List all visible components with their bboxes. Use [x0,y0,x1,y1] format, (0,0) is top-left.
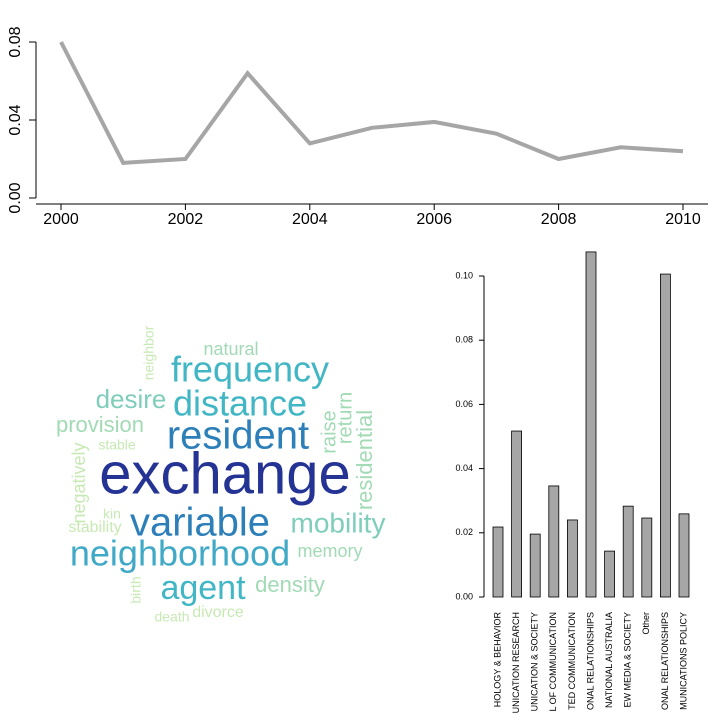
word: raise [318,410,340,453]
bar [492,526,504,598]
x-tick-label: 2002 [168,211,204,228]
bar [585,251,597,598]
word: exchange [99,441,351,506]
x-tick-label: ONAL RELATIONSHIPS [585,612,595,710]
word: death [154,609,189,625]
word: divorce [192,604,244,621]
word: agent [160,569,246,607]
word: birth [128,576,144,603]
word: neighbor [141,325,157,380]
word: natural [203,339,258,359]
word: neighborhood [70,533,290,574]
y-tick-label: 0.06 [455,399,473,409]
bar [529,533,541,598]
x-tick-label: 2010 [665,211,701,228]
word: provision [56,412,144,437]
x-tick-label: EW MEDIA & SOCIETY [623,612,633,708]
x-tick-label: UNICATION RESEARCH [511,612,521,713]
word: residential [352,410,377,510]
word: memory [297,541,362,561]
line [59,41,684,165]
word: kin [103,506,121,522]
y-tick-label: 0.04 [455,463,473,473]
x-tick-label: 2000 [43,211,79,228]
y-tick-label: 0.04 [7,104,24,135]
x-tick-label: 2004 [292,211,328,228]
x-tick-label: UNICATION & SOCIETY [530,612,540,711]
bar [511,430,523,598]
y-tick-label: 0.00 [455,591,473,601]
word: return [334,392,356,444]
x-tick-label: NATIONAL AUSTRALIA [604,612,614,708]
bar [567,519,578,598]
x-tick-label: 2006 [416,211,452,228]
y-tick-label: 0.00 [7,182,24,213]
bar [660,273,671,598]
x-tick-label: Other [641,612,651,635]
x-tick-label: HOLOGY & BEHAVIOR [492,612,502,708]
word: distance [173,383,307,424]
x-tick-label: L OF COMMUNICATION [548,612,558,712]
word: desire [96,384,167,414]
word: mobility [291,507,386,538]
word: frequency [171,349,329,390]
x-tick-label: 2008 [541,211,577,228]
word: stable [98,437,136,453]
bar [641,517,653,598]
bar [622,505,634,598]
x-tick-label: TED COMMUNICATION [567,612,577,710]
word: density [255,572,325,597]
x-tick-label: MUNICATIONS POLICY [678,612,688,710]
word: variable [130,501,270,545]
word: resident [167,414,309,458]
bar [678,513,690,598]
y-tick-label: 0.10 [455,270,473,280]
word: stability [68,519,121,536]
y-tick-label: 0.08 [455,335,473,345]
y-tick-label: 0.02 [455,527,473,537]
bar [604,550,615,598]
y-tick-label: 0.08 [7,26,24,57]
x-tick-label: ONAL RELATIONSHIPS [660,612,670,710]
bar [548,485,560,598]
word: negatively [69,442,89,523]
